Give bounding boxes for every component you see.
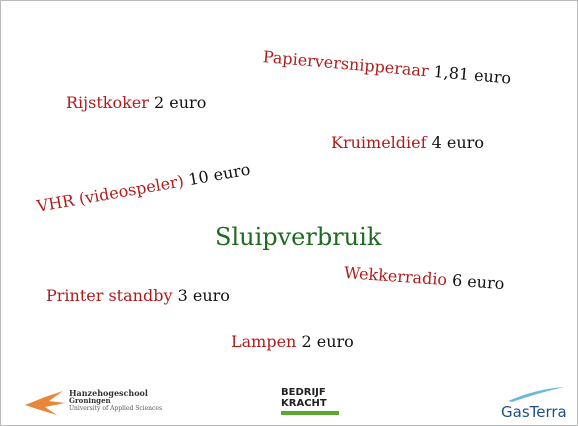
item: Kruimeldief 4 euro	[331, 133, 484, 152]
item-name: Kruimeldief	[331, 133, 427, 152]
item: Wekkerradio 6 euro	[343, 263, 505, 293]
item-price: 3 euro	[177, 286, 230, 305]
gasterra-swoosh	[508, 387, 564, 402]
item-name: Papierversnipperaar	[262, 47, 430, 81]
item-name: Printer standby	[46, 286, 173, 305]
item-price: 4 euro	[431, 133, 484, 152]
item-price: 6 euro	[451, 270, 505, 294]
item-name: Lampen	[231, 332, 297, 351]
item: Papierversnipperaar 1,81 euro	[262, 47, 512, 88]
logo-text: University of Applied Sciences	[69, 405, 163, 412]
gasterra-logo: GasTerra	[501, 403, 567, 421]
item-name: Rijstkoker	[66, 93, 149, 112]
item-price: 2 euro	[301, 332, 354, 351]
hanze-icon	[25, 391, 65, 415]
logo-text: KRACHT	[281, 398, 327, 409]
logo-text: BEDRIJF	[281, 387, 326, 398]
logo-text: Groningen	[69, 396, 111, 405]
slide-title: Sluipverbruik	[215, 223, 382, 251]
bedrijfskracht-logo: BEDRIJF KRACHT	[281, 387, 339, 415]
item-price: 10 euro	[186, 159, 252, 190]
item-price: 2 euro	[154, 93, 207, 112]
item: VHR (videospeler) 10 euro	[35, 160, 251, 216]
hanze-logo: Hanzehogeschool Groningen University of …	[69, 389, 162, 413]
item-price: 1,81 euro	[432, 61, 512, 88]
item: Printer standby 3 euro	[46, 286, 230, 305]
logo-bar	[281, 411, 339, 415]
item: Lampen 2 euro	[231, 332, 354, 351]
item: Rijstkoker 2 euro	[66, 93, 206, 112]
item-name: Wekkerradio	[343, 263, 448, 290]
item-name: VHR (videospeler)	[35, 171, 186, 216]
logo-text: Hanzehogeschool	[69, 388, 148, 398]
